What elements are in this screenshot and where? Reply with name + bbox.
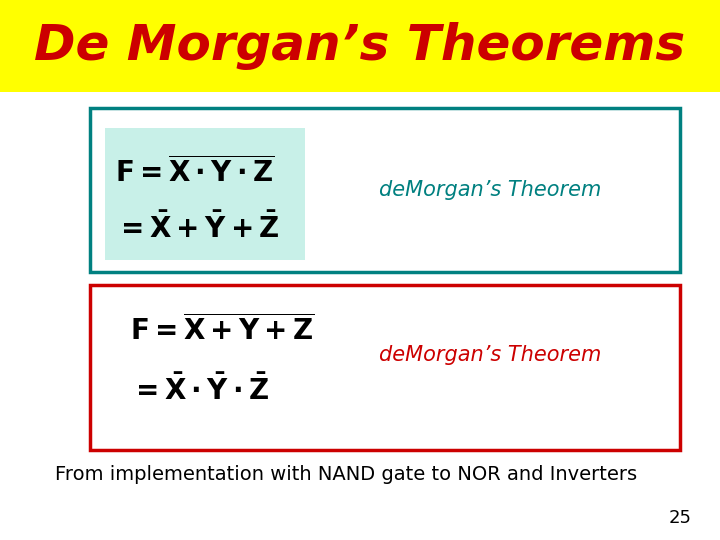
Bar: [105, 128, 305, 260]
Bar: [90, 285, 680, 450]
Text: $\mathbf{F = \overline{X + Y + Z}}$: $\mathbf{F = \overline{X + Y + Z}}$: [130, 314, 315, 346]
Text: De Morgan’s Theorems: De Morgan’s Theorems: [35, 22, 685, 70]
Text: From implementation with NAND gate to NOR and Inverters: From implementation with NAND gate to NO…: [55, 465, 637, 484]
Text: deMorgan’s Theorem: deMorgan’s Theorem: [379, 180, 601, 200]
Text: $\mathbf{= \bar{X} \cdot \bar{Y} \cdot \bar{Z}}$: $\mathbf{= \bar{X} \cdot \bar{Y} \cdot \…: [130, 374, 269, 406]
Bar: [90, 108, 680, 272]
Text: 25: 25: [668, 509, 691, 527]
Text: $\mathbf{F = \overline{X \cdot Y \cdot Z}}$: $\mathbf{F = \overline{X \cdot Y \cdot Z…: [115, 156, 274, 188]
Text: $\mathbf{= \bar{X} + \bar{Y} + \bar{Z}}$: $\mathbf{= \bar{X} + \bar{Y} + \bar{Z}}$: [115, 212, 279, 244]
Bar: [0, 0, 720, 92]
Text: deMorgan’s Theorem: deMorgan’s Theorem: [379, 345, 601, 365]
